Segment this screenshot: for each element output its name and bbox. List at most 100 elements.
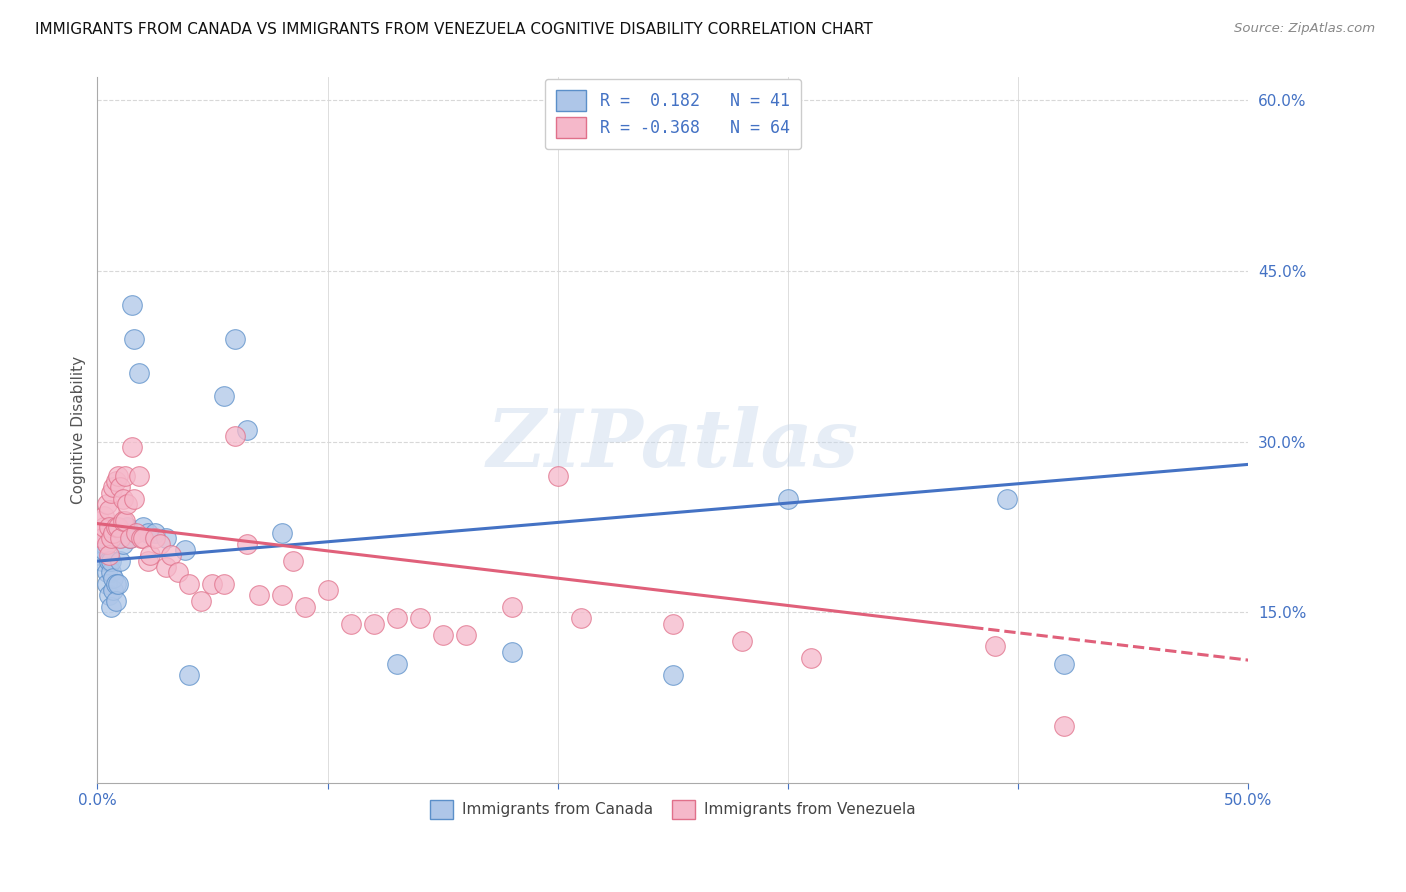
Point: [160, 549, 183, 563]
Point: [270, 588, 292, 602]
Point: [224, 429, 246, 443]
Point: [103, 480, 125, 494]
Point: [97, 520, 120, 534]
Point: [995, 491, 1018, 506]
Point: [111, 491, 134, 506]
Point: [118, 532, 141, 546]
Point: [91, 532, 114, 546]
Point: [247, 588, 270, 602]
Y-axis label: Cognitive Disability: Cognitive Disability: [72, 356, 86, 504]
Point: [179, 577, 201, 591]
Point: [339, 616, 361, 631]
Point: [270, 525, 292, 540]
Point: [800, 651, 823, 665]
Point: [236, 423, 259, 437]
Point: [110, 480, 132, 494]
Point: [96, 577, 118, 591]
Point: [129, 532, 152, 546]
Point: [143, 532, 166, 546]
Point: [103, 525, 125, 540]
Point: [117, 497, 139, 511]
Point: [167, 566, 190, 580]
Point: [100, 554, 122, 568]
Point: [121, 440, 143, 454]
Point: [91, 525, 114, 540]
Point: [110, 554, 132, 568]
Point: [224, 332, 246, 346]
Text: Source: ZipAtlas.com: Source: ZipAtlas.com: [1234, 22, 1375, 36]
Point: [122, 332, 145, 346]
Point: [454, 628, 477, 642]
Point: [107, 520, 129, 534]
Point: [107, 468, 129, 483]
Point: [662, 616, 685, 631]
Point: [212, 577, 235, 591]
Point: [155, 532, 177, 546]
Point: [97, 549, 120, 563]
Point: [93, 542, 115, 557]
Point: [984, 640, 1007, 654]
Point: [212, 389, 235, 403]
Point: [731, 633, 754, 648]
Point: [104, 577, 127, 591]
Point: [139, 549, 162, 563]
Point: [281, 554, 304, 568]
Point: [100, 566, 122, 580]
Point: [118, 532, 141, 546]
Point: [132, 532, 155, 546]
Point: [547, 468, 569, 483]
Point: [114, 468, 136, 483]
Text: IMMIGRANTS FROM CANADA VS IMMIGRANTS FROM VENEZUELA COGNITIVE DISABILITY CORRELA: IMMIGRANTS FROM CANADA VS IMMIGRANTS FRO…: [35, 22, 873, 37]
Point: [89, 549, 111, 563]
Point: [432, 628, 454, 642]
Point: [91, 554, 114, 568]
Point: [662, 668, 685, 682]
Point: [385, 657, 408, 671]
Point: [110, 532, 132, 546]
Point: [363, 616, 385, 631]
Point: [173, 542, 195, 557]
Legend: Immigrants from Canada, Immigrants from Venezuela: Immigrants from Canada, Immigrants from …: [425, 794, 921, 825]
Point: [93, 520, 115, 534]
Point: [408, 611, 430, 625]
Point: [97, 503, 120, 517]
Point: [96, 497, 118, 511]
Point: [128, 468, 150, 483]
Point: [1053, 719, 1076, 733]
Point: [122, 491, 145, 506]
Point: [104, 475, 127, 489]
Point: [111, 537, 134, 551]
Text: ZIPatlas: ZIPatlas: [486, 406, 859, 483]
Point: [103, 582, 125, 597]
Point: [96, 566, 118, 580]
Point: [114, 514, 136, 528]
Point: [117, 520, 139, 534]
Point: [190, 594, 212, 608]
Point: [100, 532, 122, 546]
Point: [136, 554, 159, 568]
Point: [569, 611, 592, 625]
Point: [148, 537, 170, 551]
Point: [111, 514, 134, 528]
Point: [89, 514, 111, 528]
Point: [1053, 657, 1076, 671]
Point: [93, 508, 115, 523]
Point: [110, 532, 132, 546]
Point: [294, 599, 316, 614]
Point: [97, 588, 120, 602]
Point: [121, 298, 143, 312]
Point: [97, 554, 120, 568]
Point: [107, 577, 129, 591]
Point: [103, 571, 125, 585]
Point: [125, 525, 148, 540]
Point: [100, 486, 122, 500]
Point: [114, 525, 136, 540]
Point: [132, 520, 155, 534]
Point: [93, 537, 115, 551]
Point: [128, 367, 150, 381]
Point: [501, 645, 523, 659]
Point: [104, 520, 127, 534]
Point: [155, 559, 177, 574]
Point: [96, 537, 118, 551]
Point: [236, 537, 259, 551]
